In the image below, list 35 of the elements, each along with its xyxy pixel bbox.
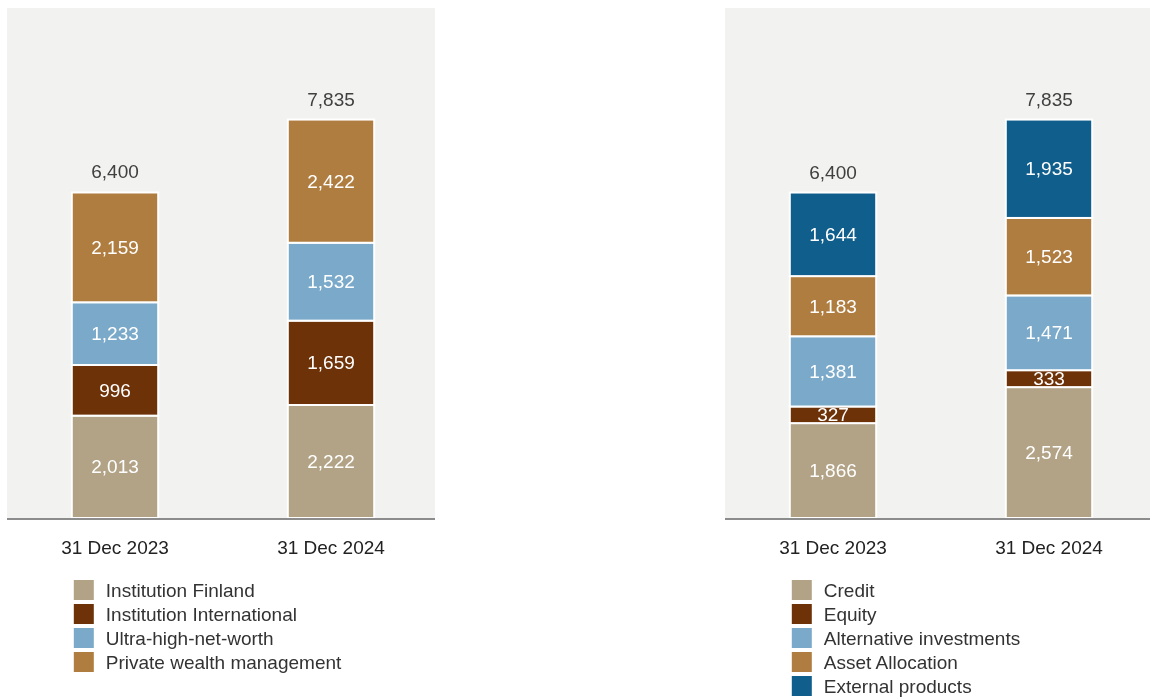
data-label: 1,935 [1025, 158, 1073, 180]
data-label: 2,013 [91, 456, 139, 478]
data-label: 1,471 [1025, 322, 1073, 344]
total-label: 7,835 [1025, 88, 1073, 110]
data-label: 327 [817, 404, 849, 426]
data-label: 1,532 [307, 271, 355, 293]
total-label: 6,400 [91, 161, 139, 183]
data-label: 333 [1033, 368, 1065, 390]
legend-label: Institution Finland [105, 580, 255, 601]
data-label: 996 [99, 379, 131, 401]
data-label: 2,574 [1025, 442, 1074, 464]
x-tick-label: 31 Dec 2023 [779, 537, 887, 558]
legend-label: Alternative investments [823, 628, 1021, 649]
data-label: 1,523 [1025, 246, 1073, 268]
total-label: 7,835 [307, 88, 355, 110]
total-label: 6,400 [809, 161, 857, 183]
legend-label: Asset Allocation [823, 652, 958, 673]
data-label: 1,233 [91, 323, 139, 345]
data-label: 1,381 [809, 361, 857, 383]
legend-label: Private wealth management [105, 652, 343, 673]
legend-label: External products [823, 676, 972, 697]
data-label: 2,159 [91, 237, 139, 259]
data-label: 1,644 [809, 223, 858, 245]
data-label: 1,183 [809, 295, 857, 317]
data-label: 1,659 [307, 352, 355, 374]
x-tick-label: 31 Dec 2024 [995, 537, 1104, 558]
legend-label: Ultra-high-net-worth [105, 628, 274, 649]
x-tick-label: 31 Dec 2024 [277, 537, 386, 558]
legend-label: Institution International [105, 604, 297, 625]
legend-label: Equity [823, 604, 878, 625]
data-label: 2,422 [307, 170, 355, 192]
data-label: 1,866 [809, 460, 857, 482]
legend-label: Credit [823, 580, 876, 601]
x-tick-label: 31 Dec 2023 [61, 537, 169, 558]
data-label: 2,222 [307, 451, 355, 473]
